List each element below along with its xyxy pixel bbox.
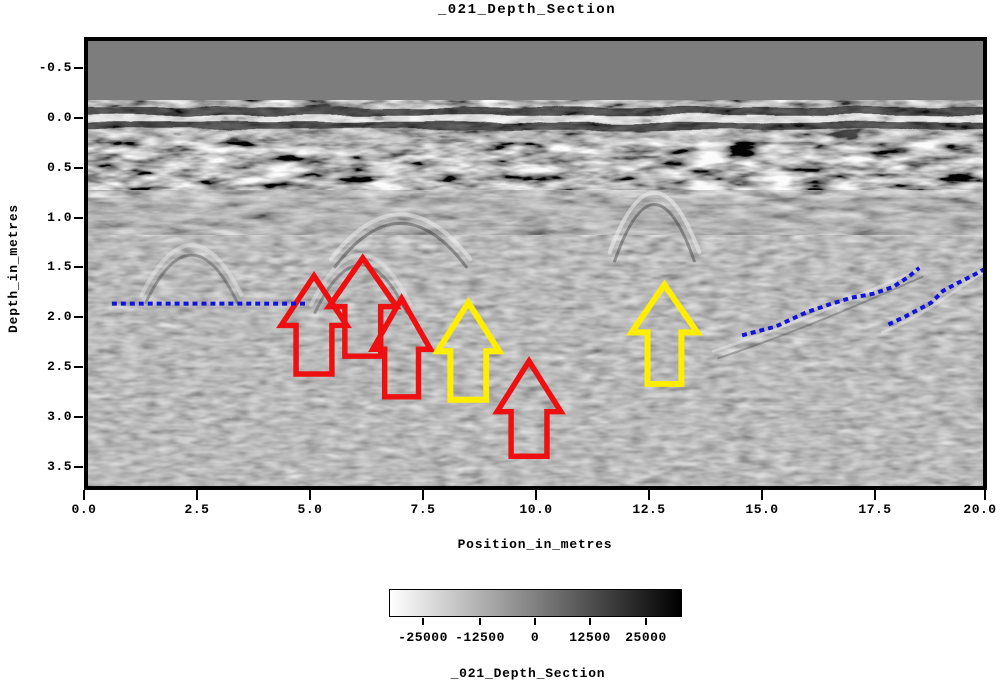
y-tick-label: -0.5 — [38, 60, 72, 75]
y-tick-mark — [74, 266, 83, 268]
red-arrow-3 — [368, 293, 436, 400]
x-tick-mark — [196, 490, 198, 500]
colorbar-tick-label: 25000 — [625, 630, 667, 645]
y-tick-mark — [74, 416, 83, 418]
y-tick-label: 1.0 — [47, 210, 72, 225]
colorbar-tick-mark — [479, 618, 481, 625]
colorbar-tick-label: -12500 — [455, 630, 505, 645]
y-tick-label: 1.5 — [47, 259, 72, 274]
colorbar-tick-label: -25000 — [398, 630, 448, 645]
x-tick-mark — [648, 490, 650, 500]
yellow-arrow-2 — [625, 279, 703, 387]
ground-texture-mid — [86, 192, 985, 241]
y-tick-mark — [74, 67, 83, 69]
x-axis-label: Position_in_metres — [457, 537, 613, 552]
figure-title: _021_Depth_Section — [437, 2, 617, 18]
colorbar-tick-mark — [645, 618, 647, 625]
y-tick-mark — [74, 217, 83, 219]
blue-dashed-line-right-lower — [887, 267, 985, 327]
plot-area — [84, 37, 987, 490]
x-tick-label: 2.5 — [184, 502, 210, 517]
y-tick-mark — [74, 167, 83, 169]
y-tick-label: 0.5 — [47, 160, 72, 175]
x-tick-label: 20.0 — [963, 502, 997, 517]
x-tick-label: 15.0 — [745, 502, 779, 517]
x-tick-mark — [761, 490, 763, 500]
x-tick-label: 12.5 — [632, 502, 666, 517]
colorbar-tick-label: 12500 — [569, 630, 611, 645]
yellow-arrow-1 — [432, 297, 505, 403]
x-tick-mark — [535, 490, 537, 500]
colorbar-tick-label: 0 — [530, 630, 540, 645]
y-tick-mark — [74, 117, 83, 119]
red-arrow-4 — [492, 356, 566, 460]
x-tick-label: 10.0 — [519, 502, 553, 517]
y-tick-label: 2.0 — [47, 309, 72, 324]
y-tick-label: 0.0 — [47, 110, 72, 125]
y-tick-label: 2.5 — [47, 359, 72, 374]
x-tick-mark — [984, 490, 986, 500]
colorbar-tick-mark — [534, 618, 536, 625]
colorbar-tick-mark — [589, 618, 591, 625]
radargram-svg — [86, 39, 985, 488]
surface-band-speckle — [86, 104, 985, 141]
colorbar-gradient — [389, 589, 682, 617]
x-tick-label: 17.5 — [858, 502, 892, 517]
x-tick-label: 7.5 — [410, 502, 436, 517]
plot-border — [86, 39, 985, 488]
y-tick-mark — [74, 316, 83, 318]
y-tick-label: 3.5 — [47, 459, 72, 474]
colorbar-tick-mark — [422, 618, 424, 625]
y-tick-mark — [74, 366, 83, 368]
x-tick-mark — [309, 490, 311, 500]
annotation-layer — [111, 253, 985, 460]
blue-dashed-line-right-main — [741, 266, 921, 338]
ground-texture-deep — [86, 240, 985, 488]
x-tick-label: 5.0 — [297, 502, 323, 517]
y-tick-mark — [74, 466, 83, 468]
x-tick-mark — [874, 490, 876, 500]
footer-title: _021_Depth_Section — [450, 666, 606, 681]
y-tick-label: 3.0 — [47, 409, 72, 424]
x-tick-mark — [422, 490, 424, 500]
x-tick-label: 0.0 — [71, 502, 97, 517]
x-tick-mark — [83, 490, 85, 500]
